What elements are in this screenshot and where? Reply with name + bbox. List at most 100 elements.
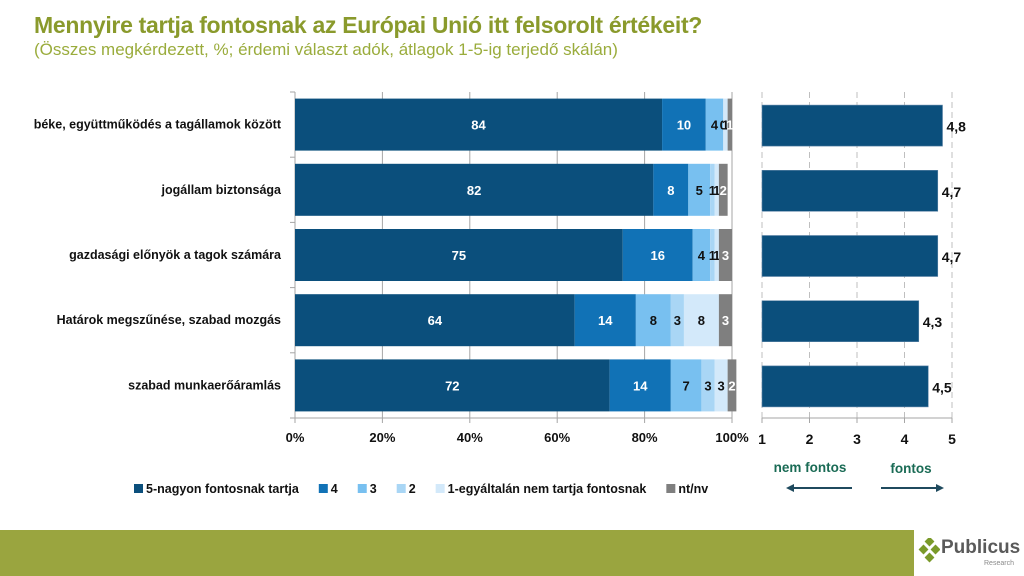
x-tick-label: 3 <box>853 431 861 447</box>
data-label: 1 <box>726 118 733 133</box>
important-label: fontos <box>890 461 931 476</box>
bar-segment <box>727 359 737 412</box>
legend-swatch <box>435 484 445 493</box>
data-label: 75 <box>452 248 466 263</box>
not-important-label: nem fontos <box>774 460 847 475</box>
average-label: 4,5 <box>932 379 952 395</box>
data-label: 3 <box>722 248 729 263</box>
bar-segment <box>609 359 671 412</box>
chart-subtitle: (Összes megkérdezett, %; érdemi választ … <box>34 40 618 59</box>
bar-segment <box>635 294 671 347</box>
logo-area <box>914 530 1024 576</box>
x-tick-label: 100% <box>715 430 749 445</box>
x-tick-label: 5 <box>948 431 956 447</box>
bar-segment <box>718 229 732 281</box>
legend-swatch <box>357 484 367 493</box>
x-tick-label: 80% <box>632 430 658 445</box>
bar-segment <box>692 229 711 281</box>
data-label: 8 <box>698 313 705 328</box>
brand-name: Publicus <box>941 537 1021 558</box>
data-label: 1 <box>722 118 729 133</box>
bar-segment <box>710 163 715 216</box>
data-label: 3 <box>704 378 711 393</box>
average-bar <box>761 235 939 277</box>
legend-label: 2 <box>409 482 416 496</box>
category-label: jogállam biztonsága <box>161 183 283 197</box>
bar-segment <box>295 229 623 281</box>
data-label: 2 <box>720 183 727 198</box>
data-label: 8 <box>667 183 674 198</box>
data-label: 3 <box>722 313 729 328</box>
category-label: béke, együttműködés a tagállamok között <box>34 118 282 132</box>
average-label: 4,3 <box>923 314 943 330</box>
publicus-logo-icon <box>918 538 940 563</box>
bar-segment <box>295 294 575 347</box>
bar-segment <box>295 98 663 151</box>
legend-swatch <box>666 484 676 493</box>
chart-title: Mennyire tartja fontosnak az Európai Uni… <box>34 12 703 38</box>
right-arrow-icon <box>936 484 944 492</box>
data-label: 1 <box>709 183 716 198</box>
data-label: 1 <box>709 248 716 263</box>
data-label: 5 <box>696 183 703 198</box>
brand-subtitle: Research <box>984 560 1014 567</box>
bar-segment <box>714 163 719 216</box>
legend-label: 4 <box>331 482 338 496</box>
data-label: 14 <box>598 313 613 328</box>
data-label: 3 <box>717 378 724 393</box>
category-label: Határok megszűnése, szabad mozgás <box>57 313 281 327</box>
legend-label: 1-egyáltalán nem tartja fontosnak <box>448 482 647 496</box>
category-label: szabad munkaerőáramlás <box>128 378 281 392</box>
average-bar <box>761 104 943 147</box>
data-label: 10 <box>677 118 691 133</box>
category-label: gazdasági előnyök a tagok számára <box>69 248 282 262</box>
data-label: 4 <box>711 118 719 133</box>
bar-segment <box>718 163 728 216</box>
bar-segment <box>622 229 693 281</box>
data-label: 1 <box>713 248 720 263</box>
data-label: 1 <box>713 183 720 198</box>
x-tick-label: 4 <box>901 431 909 447</box>
legend-swatch <box>396 484 406 493</box>
footer-band <box>0 530 1024 576</box>
data-label: 64 <box>428 313 443 328</box>
x-tick-label: 60% <box>544 430 570 445</box>
data-label: 8 <box>650 313 657 328</box>
left-arrow-icon <box>786 484 794 492</box>
average-label: 4,7 <box>942 249 962 265</box>
legend-swatch <box>318 484 328 493</box>
average-label: 4,8 <box>947 119 967 135</box>
bar-segment <box>688 163 711 216</box>
bar-segment <box>670 294 684 347</box>
data-label: 82 <box>467 183 481 198</box>
bar-segment <box>718 294 732 347</box>
average-bar <box>761 300 920 343</box>
legend-label: 3 <box>370 482 377 496</box>
x-tick-label: 1 <box>758 431 766 447</box>
data-label: 4 <box>698 248 706 263</box>
bar-segment <box>714 229 719 281</box>
bar-segment <box>662 98 706 151</box>
bar-segment <box>723 98 728 151</box>
x-tick-label: 0% <box>286 430 305 445</box>
legend-label: nt/nv <box>678 482 708 496</box>
average-bar <box>761 365 929 408</box>
data-label: 7 <box>682 378 689 393</box>
bar-segment <box>574 294 636 347</box>
data-label: 14 <box>633 378 648 393</box>
x-tick-label: 20% <box>369 430 395 445</box>
legend-label: 5-nagyon fontosnak tartja <box>146 482 300 496</box>
data-label: 84 <box>471 118 486 133</box>
data-label: 2 <box>728 378 735 393</box>
average-bar <box>761 170 939 212</box>
bar-segment <box>295 359 610 412</box>
bar-segment <box>295 163 654 216</box>
data-label: 16 <box>650 248 664 263</box>
bar-segment <box>727 98 732 151</box>
bar-segment <box>701 359 715 412</box>
data-label: 72 <box>445 378 459 393</box>
legend-swatch <box>134 484 143 493</box>
data-label: 3 <box>674 313 681 328</box>
average-label: 4,7 <box>942 184 962 200</box>
